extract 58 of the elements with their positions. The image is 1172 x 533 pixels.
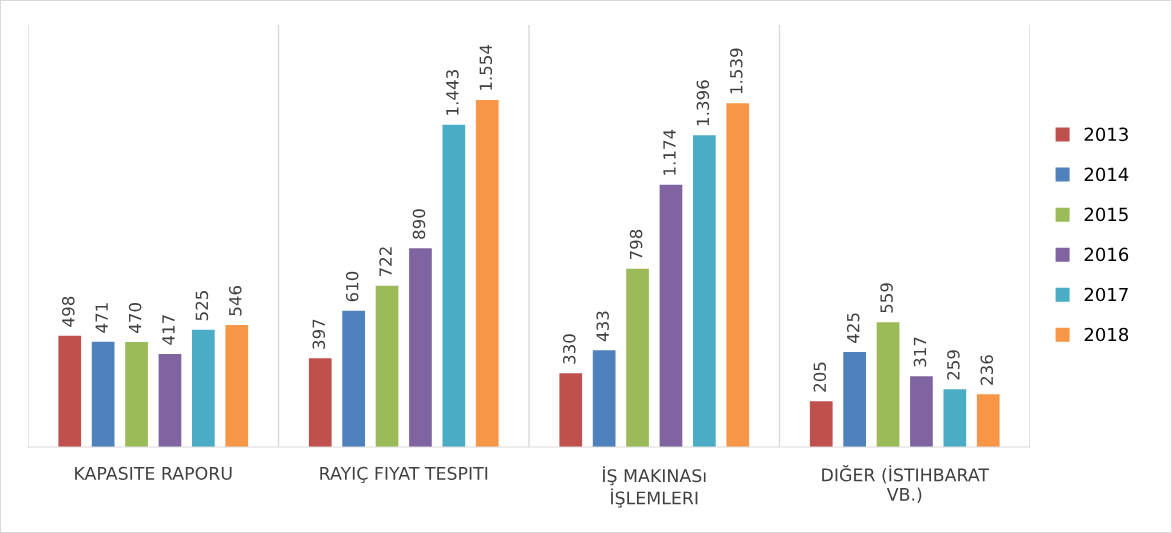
legend-label: 2017	[1084, 287, 1128, 302]
bar	[475, 100, 499, 447]
data-label: 798	[629, 229, 643, 260]
legend-label: 2018	[1084, 327, 1129, 342]
x-tick-label: DIĞER (İSTIHBARAT VB.)	[822, 465, 990, 503]
data-label: 317	[913, 337, 927, 367]
data-label: 259	[947, 350, 960, 380]
legend-label: 2016	[1084, 247, 1129, 262]
data-label: 425	[846, 313, 860, 343]
data-label: 1.174	[663, 129, 676, 175]
data-label: 417	[162, 315, 175, 345]
data-label: 1.554	[479, 44, 493, 90]
bar	[442, 124, 466, 447]
bar	[626, 268, 649, 447]
data-label: 722	[379, 247, 392, 277]
data-label: 470	[128, 303, 142, 333]
bar	[375, 285, 399, 447]
data-label: 1.443	[446, 70, 459, 115]
bar	[409, 248, 432, 447]
bar	[876, 322, 900, 447]
legend-label: 2015	[1084, 207, 1128, 222]
bar	[91, 341, 115, 447]
bar	[692, 135, 716, 447]
bar	[125, 342, 148, 447]
x-tick-label: İŞ MAKINASı İŞLEMLERI	[603, 466, 706, 508]
data-label: 498	[61, 296, 75, 327]
bar	[843, 352, 867, 447]
legend-label: 2014	[1084, 167, 1129, 182]
data-label: 546	[228, 285, 242, 316]
data-label: 397	[312, 319, 326, 349]
bar	[943, 389, 967, 447]
x-tick-label: KAPASITE RAPORU	[75, 466, 232, 480]
bar	[559, 373, 583, 447]
data-label: 471	[95, 303, 108, 333]
x-tick-label: RAYIÇ FIYAT TESPITI	[320, 466, 488, 483]
data-label: 205	[813, 362, 827, 392]
bar	[592, 350, 616, 447]
bar	[158, 353, 182, 447]
bar	[191, 329, 215, 447]
data-label: 433	[596, 311, 609, 342]
data-label: 1.539	[729, 48, 743, 94]
bar	[976, 394, 1000, 447]
legend-label: 2013	[1084, 127, 1128, 142]
bar	[308, 358, 332, 447]
data-label: 525	[195, 291, 209, 321]
data-label: 610	[345, 271, 359, 302]
data-label: 236	[980, 355, 994, 385]
data-label: 890	[412, 209, 426, 239]
bar	[809, 401, 833, 447]
bar	[58, 335, 82, 447]
bar	[659, 184, 683, 447]
data-label: 559	[880, 283, 893, 313]
bar	[726, 103, 750, 447]
bar	[225, 325, 249, 447]
data-label: 330	[562, 334, 576, 364]
bar	[910, 376, 933, 447]
bar	[342, 310, 366, 447]
data-label: 1.396	[696, 80, 710, 126]
